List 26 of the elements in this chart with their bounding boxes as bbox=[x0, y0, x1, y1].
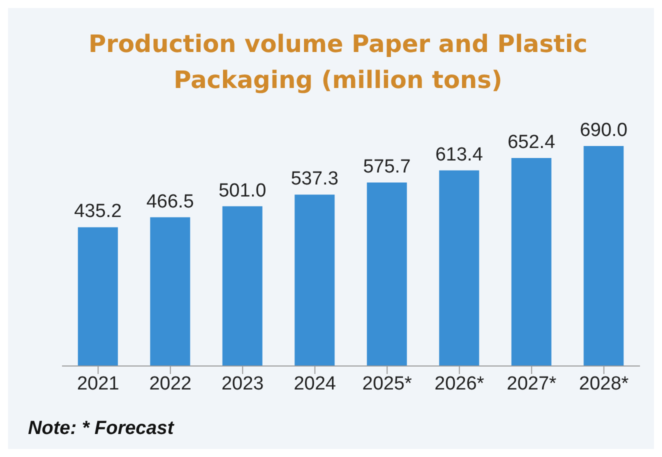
x-tick-label: 2027* bbox=[506, 373, 558, 394]
data-label: 690.0 bbox=[580, 120, 628, 141]
x-tick-label: 2023 bbox=[221, 373, 264, 394]
data-label: 466.5 bbox=[146, 191, 194, 212]
bar bbox=[294, 194, 335, 366]
data-label: 652.4 bbox=[508, 132, 556, 153]
x-tick-label: 2028* bbox=[579, 373, 630, 394]
data-label: 537.3 bbox=[290, 168, 338, 190]
bar bbox=[511, 158, 552, 366]
x-tick-label: 2025* bbox=[362, 373, 413, 394]
data-label: 501.0 bbox=[218, 180, 266, 202]
bar bbox=[150, 217, 190, 366]
data-label: 575.7 bbox=[363, 156, 411, 178]
bar bbox=[366, 182, 407, 366]
bar bbox=[222, 206, 262, 366]
bar bbox=[584, 146, 624, 366]
chart-title: Production volume Paper and Plastic Packaging (million tons) bbox=[88, 29, 588, 96]
data-label: 613.4 bbox=[435, 144, 484, 166]
bar bbox=[78, 227, 118, 366]
data-label: 435.2 bbox=[74, 201, 122, 222]
x-tick-label: 2022 bbox=[149, 373, 192, 394]
text: Note: * Forecast bbox=[28, 418, 174, 440]
x-tick-label: 2024 bbox=[294, 373, 336, 394]
x-tick-label: 2026* bbox=[434, 373, 485, 394]
x-tick-label: 2021 bbox=[76, 373, 120, 394]
bar bbox=[439, 170, 480, 366]
